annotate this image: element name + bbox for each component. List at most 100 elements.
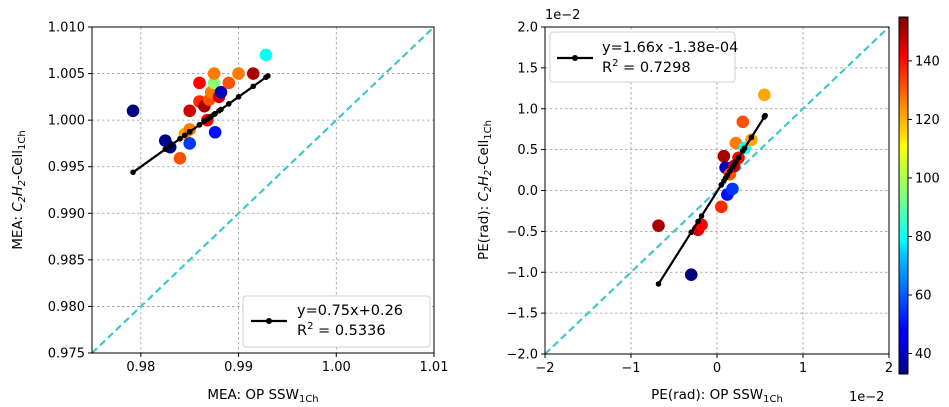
right-x-tick-label: 1	[799, 361, 807, 376]
left-data-point	[222, 76, 236, 90]
left-data-point	[259, 48, 273, 62]
left-y-label-sub: 1Ch	[17, 130, 28, 150]
right-x-tick-label: −2	[535, 361, 554, 376]
colorbar-tick-label: 80	[915, 230, 932, 245]
left-data-point	[193, 76, 206, 90]
left-identity-line	[91, 26, 435, 354]
left-data-point	[232, 67, 245, 80]
left-fit-marker	[162, 146, 169, 153]
left-legend-box	[242, 295, 431, 348]
chart-left: 0.98 0.99 1.00 1.01 0.975 0.980 0.985 0.990 0.99…	[10, 21, 448, 406]
right-legend: y=1.66x -1.38e-04 R2 = 0.7298	[549, 31, 738, 83]
left-fit-marker	[167, 142, 173, 149]
right-data-point	[717, 149, 731, 163]
left-x-tick-label: 0.98	[126, 360, 155, 375]
left-legend-marker	[266, 318, 272, 324]
right-fit-segment	[657, 115, 767, 285]
left-data-point	[208, 125, 222, 139]
right-fit-marker	[741, 145, 748, 152]
left-y-label-formula: C2H2	[10, 180, 28, 212]
left-data-point	[126, 104, 140, 118]
right-ticks: −2 −1 0 1 2 −2.0 −1.5 −1.0 −0.5 0.0 0.5 1.0 1.5 2.0	[506, 21, 893, 377]
left-x-axis-label-main: MEA: OP SSW	[207, 387, 299, 403]
right-fit-marker	[735, 154, 742, 161]
right-offset-text-top: 1e−2	[545, 8, 580, 23]
colorbar-tick-label: 100	[915, 171, 940, 186]
left-x-tick-label: 1.01	[420, 360, 449, 375]
right-x-axis-label-sub: 1Ch	[763, 394, 783, 405]
left-x-axis-label: MEA: OP SSW1Ch	[207, 387, 318, 405]
left-fit-marker	[218, 106, 224, 113]
right-r2-value: = 0.7298	[618, 60, 690, 76]
right-fit-marker	[724, 172, 731, 179]
right-x-tick-label: 0	[713, 361, 721, 376]
left-y-label-mid: -Cell	[10, 150, 26, 180]
left-axes-frame	[91, 26, 435, 354]
left-y-tick-label: 0.975	[48, 347, 85, 362]
left-ticks: 0.98 0.99 1.00 1.01 0.975 0.980 0.985 0.990 0.99…	[48, 21, 449, 376]
right-fit-marker	[655, 281, 662, 287]
left-x-axis-label-sub: 1Ch	[299, 394, 319, 405]
left-data-point	[246, 67, 260, 80]
right-fit-marker	[748, 134, 755, 141]
left-y-axis-label: MEA: C2H2-Cell1Ch	[10, 130, 28, 250]
right-data-point	[726, 182, 739, 196]
right-y-tick-label: −1.0	[506, 266, 538, 281]
right-data-point	[652, 219, 665, 232]
left-x-tick-label: 0.99	[224, 360, 253, 375]
right-y-label-formula: C2H2	[476, 170, 494, 202]
right-y-tick-label: −2.0	[506, 348, 538, 363]
right-fit-marker	[688, 229, 694, 236]
right-offset-text-bottom: 1e−2	[849, 390, 884, 405]
right-y-tick-label: −1.5	[506, 307, 538, 322]
right-legend-fit-label: y=1.66x -1.38e-04	[602, 40, 738, 56]
left-y-tick-label: 0.990	[48, 207, 85, 222]
right-y-tick-label: −0.5	[506, 225, 538, 240]
left-data-point	[173, 152, 187, 165]
left-y-tick-label: 1.010	[48, 21, 85, 36]
left-fit-marker	[212, 110, 218, 117]
right-data-point	[715, 200, 728, 214]
right-fit-marker	[762, 112, 768, 119]
left-y-label-prefix: MEA:	[10, 212, 26, 250]
left-data-point	[214, 85, 228, 99]
colorbar-tick-label: 40	[915, 347, 932, 362]
right-y-label-mid: -Cell	[476, 140, 492, 170]
right-legend-marker	[572, 55, 578, 61]
left-legend-r2-label: R2 = 0.5336	[297, 321, 386, 339]
left-r2-value: = 0.5336	[313, 323, 385, 339]
left-fit-marker	[250, 83, 257, 90]
left-r2-sup: 2	[307, 321, 313, 332]
right-fit-marker	[718, 182, 725, 188]
left-y-tick-label: 0.995	[48, 160, 85, 175]
colorbar-tick-label: 120	[915, 113, 940, 128]
left-x-tick-label: 1.00	[322, 360, 351, 375]
left-data-point	[183, 137, 197, 150]
left-fit-marker	[186, 128, 193, 135]
right-y-tick-label: 1.0	[517, 102, 538, 117]
right-fit-marker	[698, 213, 705, 219]
right-data-point	[758, 88, 771, 102]
left-fit-marker	[182, 132, 188, 139]
colorbar-tick-label: 60	[915, 288, 932, 303]
right-fit-line	[655, 112, 768, 287]
left-data-point	[207, 76, 221, 90]
left-fit-marker	[226, 101, 232, 107]
right-r2-prefix: R	[602, 60, 612, 76]
colorbar-tick-label: 140	[915, 54, 940, 69]
right-y-tick-label: 0.5	[517, 143, 538, 158]
right-y-axis-label: PE(rad): C2H2-Cell1Ch	[476, 120, 494, 260]
right-data-point	[736, 115, 750, 129]
left-fit-marker	[235, 94, 242, 100]
right-fit-marker	[695, 218, 701, 225]
right-x-tick-label: 2	[885, 361, 893, 376]
right-points	[652, 88, 771, 282]
right-legend-r2-label: R2 = 0.7298	[602, 58, 691, 76]
left-fit-marker	[265, 73, 271, 79]
left-legend-fit-label: y=0.75x+0.26	[297, 303, 403, 319]
chart-right: −2 −1 0 1 2 −2.0 −1.5 −1.0 −0.5 0.0 0.5 1.0 1.5 2.0 1…	[476, 8, 893, 405]
left-y-tick-label: 1.000	[48, 114, 85, 129]
right-y-tick-label: 0.0	[517, 184, 538, 199]
right-x-tick-label: −1	[621, 361, 640, 376]
